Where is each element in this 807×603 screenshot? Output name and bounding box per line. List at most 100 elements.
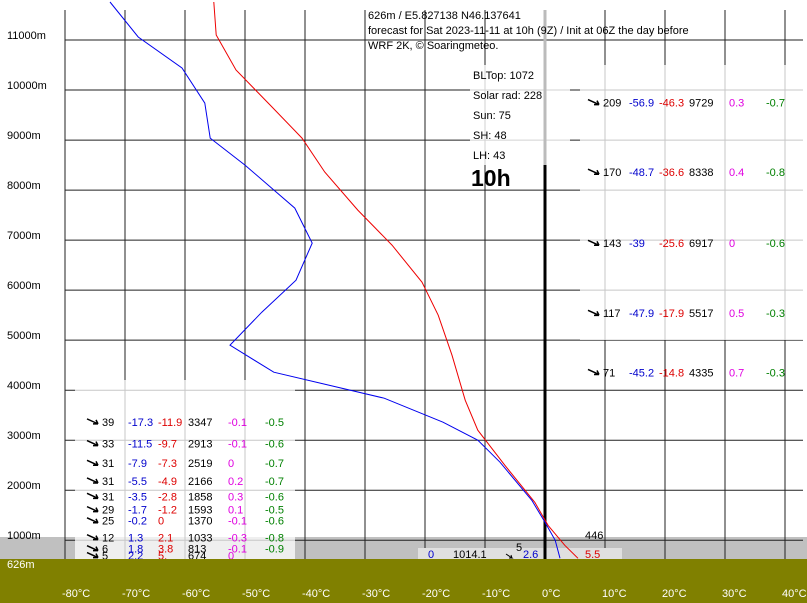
table-cell: -0.6	[265, 516, 284, 528]
table-cell: 0	[158, 516, 164, 528]
table-cell: -0.3	[228, 533, 247, 545]
table-cell: 1.8	[128, 544, 143, 556]
wind-arrow	[86, 439, 99, 447]
wind-arrow	[587, 239, 600, 247]
table-bg	[75, 380, 295, 560]
table-cell: -11.9	[158, 417, 182, 429]
table-cell: 0.1	[228, 505, 243, 517]
table-cell: -14.8	[659, 367, 684, 379]
y-tick-label: 7000m	[7, 230, 41, 242]
table-cell: -0.9	[265, 544, 284, 556]
y-tick-label: 9000m	[7, 130, 41, 142]
table-cell: -0.7	[265, 458, 284, 470]
table-cell: 0.5	[729, 308, 744, 320]
wind-arrow	[86, 492, 99, 500]
table-cell: -0.3	[766, 308, 785, 320]
table-cell: -11.5	[128, 438, 152, 450]
info-bg	[470, 65, 570, 165]
table-cell: 209	[603, 98, 621, 110]
wind-arrow	[587, 168, 600, 175]
table-cell: -0.5	[265, 417, 284, 429]
table-cell: -0.1	[228, 438, 247, 450]
table-cell: -2.8	[158, 491, 177, 503]
surface-value: 0	[428, 549, 434, 561]
ground	[0, 559, 807, 603]
x-tick-label: 10°C	[602, 588, 627, 600]
table-cell: 4335	[689, 367, 713, 379]
table-cell: -17.9	[659, 308, 684, 320]
table-cell: 6	[102, 544, 108, 556]
table-cell: -0.2	[128, 516, 147, 528]
table-cell: -4.9	[158, 476, 177, 488]
table-cell: 2913	[188, 438, 212, 450]
table-cell: 170	[603, 167, 621, 179]
table-cell: 3.8	[158, 544, 173, 556]
wind-arrow	[86, 517, 99, 524]
y-tick-label: 6000m	[7, 280, 41, 292]
table-cell: 2.1	[158, 533, 173, 545]
table-cell: -0.8	[766, 167, 785, 179]
table-cell: 0	[729, 238, 735, 250]
surface-value: 446	[585, 530, 603, 542]
y-tick-label: 4000m	[7, 380, 41, 392]
table-cell: 8338	[689, 167, 713, 179]
table-cell: 0.7	[729, 367, 744, 379]
table-cell: 2166	[188, 476, 212, 488]
table-cell: 29	[102, 505, 114, 517]
wind-arrow	[587, 309, 600, 317]
table-cell: -7.3	[158, 458, 177, 470]
table-cell: 5	[102, 551, 108, 563]
table-cell: 25	[102, 516, 114, 528]
wind-arrow	[505, 553, 514, 559]
table-cell: -0.3	[766, 367, 785, 379]
table-cell: 33	[102, 438, 114, 450]
table-bg	[580, 65, 803, 340]
table-cell: -17.3	[128, 417, 153, 429]
table-cell: -0.1	[228, 417, 247, 429]
x-tick-label: -50°C	[242, 588, 270, 600]
table-cell: 0.2	[228, 476, 243, 488]
table-cell: 1858	[188, 491, 212, 503]
table-cell: -0.7	[265, 476, 284, 488]
surface-bg	[418, 548, 622, 559]
table-cell: 143	[603, 238, 621, 250]
table-cell: 39	[102, 417, 114, 429]
table-cell: 3347	[188, 417, 212, 429]
wind-arrow	[86, 477, 99, 484]
table-cell: 5.	[158, 551, 167, 563]
table-cell: 0	[228, 551, 234, 563]
y-tick-label: 10000m	[7, 80, 47, 92]
wind-arrow	[86, 551, 99, 559]
table-cell: 12	[102, 533, 114, 545]
y-tick-label: 1000m	[7, 530, 41, 542]
table-cell: 0.3	[228, 491, 243, 503]
x-tick-label: 30°C	[722, 588, 747, 600]
x-tick-label: -40°C	[302, 588, 330, 600]
table-cell: 0.3	[729, 98, 744, 110]
table-cell: -1.2	[158, 505, 177, 517]
surface-value: 2.6	[523, 549, 538, 561]
info-line: SH: 48	[473, 130, 507, 142]
x-tick-label: -60°C	[182, 588, 210, 600]
y-tick-label: 2000m	[7, 480, 41, 492]
table-cell: 1370	[188, 516, 212, 528]
surface-value: 1014.1	[453, 549, 487, 561]
table-cell: 71	[603, 367, 615, 379]
wind-arrow	[86, 533, 99, 541]
x-tick-label: -10°C	[482, 588, 510, 600]
y-tick-label: 11000m	[7, 30, 46, 42]
x-tick-label: 0°C	[542, 588, 561, 600]
wind-arrow	[86, 544, 99, 552]
table-cell: 0.4	[729, 167, 744, 179]
table-cell: 31	[102, 476, 114, 488]
table-cell: -0.1	[228, 544, 247, 556]
info-line: Solar rad: 228	[473, 90, 542, 102]
surface-value: 5.5	[585, 549, 600, 561]
table-cell: 2519	[188, 458, 212, 470]
ground-label: 626m	[7, 559, 35, 571]
table-cell: -0.6	[265, 491, 284, 503]
table-cell: -45.2	[629, 367, 654, 379]
x-tick-label: -80°C	[62, 588, 90, 600]
wind-arrow	[86, 418, 99, 425]
